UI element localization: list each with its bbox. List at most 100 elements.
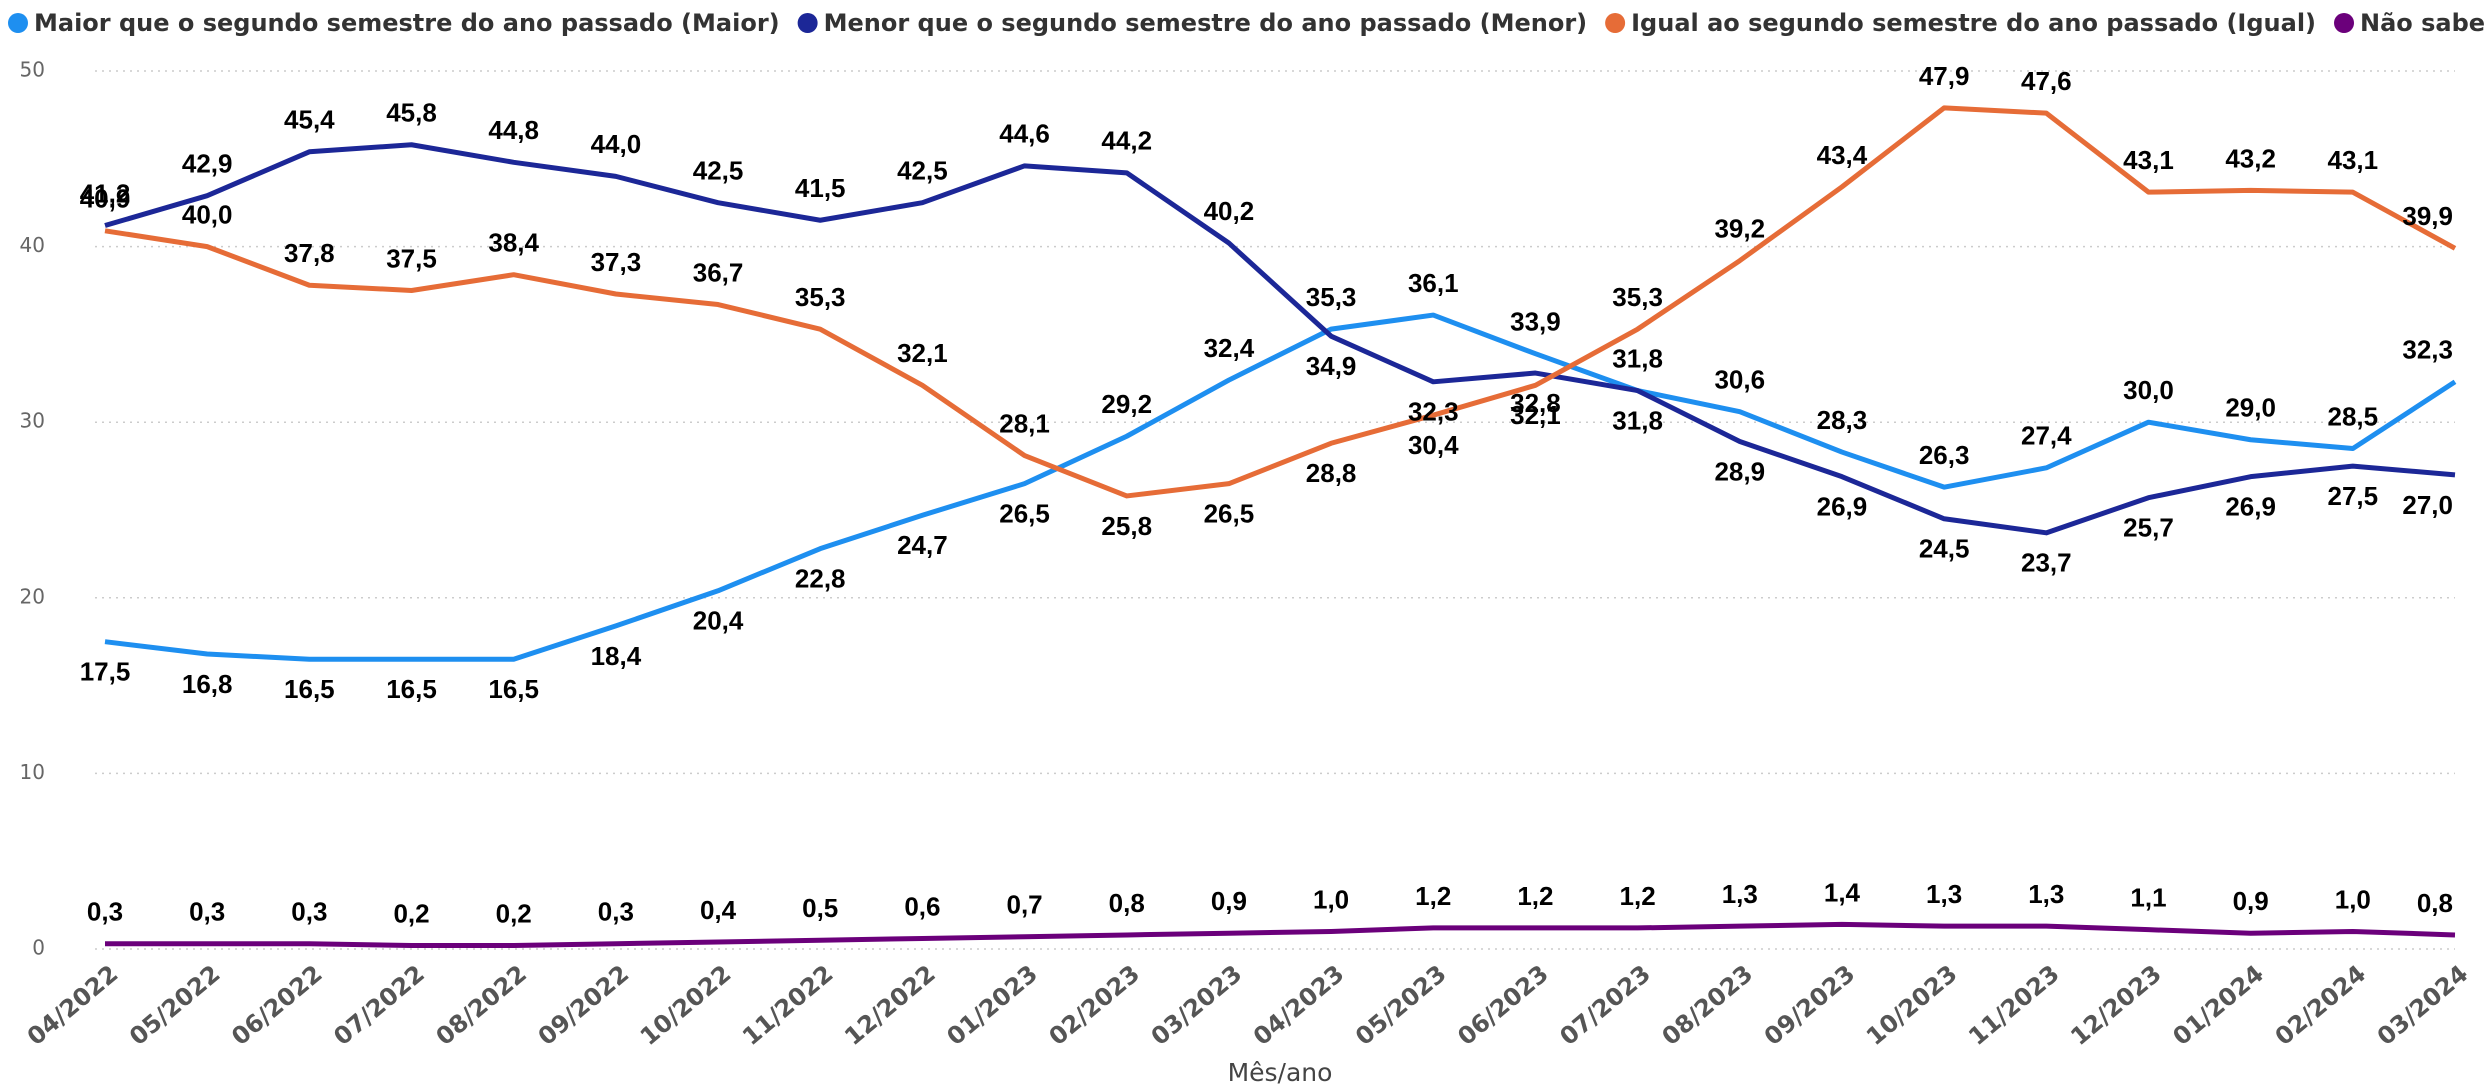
data-label: 0,3 [598, 897, 634, 927]
data-label: 41,2 [80, 178, 131, 208]
data-label: 16,5 [284, 674, 335, 704]
data-label: 0,6 [904, 891, 940, 921]
x-tick-label: 09/2023 [1759, 960, 1860, 1051]
legend-label: Não sabe / Não respondeu [2360, 9, 2485, 37]
data-label: 47,9 [1919, 61, 1970, 91]
data-label: 0,8 [2417, 888, 2453, 918]
data-label: 37,3 [591, 247, 642, 277]
x-tick-label: 01/2023 [941, 960, 1042, 1051]
legend-marker [2334, 13, 2355, 33]
data-label: 28,1 [999, 408, 1050, 438]
data-label: 0,9 [2233, 886, 2269, 916]
data-label: 0,9 [1211, 886, 1247, 916]
data-label: 30,6 [1714, 365, 1765, 395]
legend-label: Maior que o segundo semestre do ano pass… [34, 9, 780, 37]
y-tick-label: 10 [20, 760, 45, 784]
data-label: 33,9 [1510, 307, 1561, 337]
data-label: 32,4 [1204, 333, 1255, 363]
data-label: 32,3 [1408, 397, 1459, 427]
legend-label: Menor que o segundo semestre do ano pass… [824, 9, 1588, 37]
x-axis-title: Mês/ano [1228, 1058, 1333, 1087]
x-tick-label: 07/2023 [1554, 960, 1655, 1051]
x-tick-label: 08/2023 [1657, 960, 1758, 1051]
x-tick-label: 12/2022 [839, 960, 940, 1051]
x-tick-label: 11/2023 [1963, 960, 2064, 1051]
data-label: 16,5 [488, 674, 539, 704]
data-label: 44,0 [591, 129, 642, 159]
x-tick-label: 04/2022 [22, 960, 123, 1051]
data-label: 0,3 [189, 897, 225, 927]
data-label: 32,1 [897, 338, 948, 368]
data-label: 36,7 [693, 257, 744, 287]
data-label: 32,3 [2402, 335, 2453, 365]
data-label: 31,8 [1612, 405, 1663, 435]
data-label: 28,9 [1714, 456, 1765, 486]
data-label: 37,5 [386, 243, 437, 273]
data-label: 18,4 [591, 641, 642, 671]
data-label: 24,7 [897, 530, 948, 560]
y-tick-label: 50 [20, 58, 45, 82]
data-label: 1,0 [1313, 884, 1349, 914]
data-label: 17,5 [80, 657, 131, 687]
data-label: 0,3 [87, 897, 123, 927]
data-label: 28,3 [1817, 405, 1868, 435]
data-label: 40,2 [1204, 196, 1255, 226]
y-tick-label: 30 [20, 409, 45, 433]
data-label: 44,2 [1101, 126, 1152, 156]
data-label: 20,4 [693, 606, 744, 636]
y-tick-label: 40 [20, 233, 45, 257]
data-label: 1,3 [2028, 879, 2064, 909]
data-label: 29,2 [1101, 389, 1152, 419]
data-label: 30,0 [2123, 375, 2174, 405]
x-tick-label: 09/2022 [533, 960, 634, 1051]
x-tick-label: 07/2022 [328, 960, 429, 1051]
data-label: 42,5 [897, 156, 948, 186]
legend-label: Igual ao segundo semestre do ano passado… [1631, 9, 2316, 37]
data-label: 1,0 [2335, 884, 2371, 914]
data-label: 44,8 [488, 115, 539, 145]
data-label: 0,2 [393, 898, 429, 928]
x-tick-label: 01/2024 [2168, 960, 2269, 1051]
x-tick-label: 06/2023 [1452, 960, 1553, 1051]
data-label: 16,8 [182, 669, 233, 699]
data-label: 1,1 [2130, 883, 2166, 913]
legend-marker [1605, 13, 1626, 33]
data-label: 1,2 [1517, 881, 1553, 911]
data-label: 0,2 [496, 898, 532, 928]
data-label: 16,5 [386, 674, 437, 704]
data-label: 36,1 [1408, 268, 1459, 298]
series-line [104, 312, 2457, 662]
series-line [104, 105, 2457, 499]
data-label: 32,1 [1510, 400, 1561, 430]
x-tick-label: 04/2023 [1248, 960, 1349, 1051]
data-label: 0,8 [1109, 888, 1145, 918]
data-label: 0,5 [802, 893, 838, 923]
data-label: 35,3 [795, 282, 846, 312]
data-label: 37,8 [284, 238, 335, 268]
data-label: 42,9 [182, 149, 233, 179]
data-label: 0,3 [291, 897, 327, 927]
x-tick-label: 11/2022 [737, 960, 838, 1051]
data-label: 40,9 [80, 184, 131, 214]
x-tick-label: 03/2024 [2372, 960, 2473, 1051]
x-tick-label: 02/2024 [2270, 960, 2371, 1051]
data-label: 0,4 [700, 895, 737, 925]
x-tick-label: 05/2022 [124, 960, 225, 1051]
data-label: 26,5 [999, 499, 1050, 529]
x-tick-label: 10/2023 [1861, 960, 1962, 1051]
data-label: 38,4 [488, 228, 539, 258]
x-tick-label: 03/2023 [1146, 960, 1247, 1051]
data-label: 22,8 [795, 564, 846, 594]
data-label: 43,4 [1817, 140, 1868, 170]
data-label: 41,5 [795, 173, 846, 203]
x-tick-label: 08/2022 [431, 960, 532, 1051]
series-line [105, 921, 2456, 948]
x-tick-label: 12/2023 [2065, 960, 2166, 1051]
data-label: 43,1 [2123, 145, 2174, 175]
data-label: 24,5 [1919, 534, 1970, 564]
data-label: 0,7 [1006, 890, 1042, 920]
data-label: 28,5 [2328, 401, 2379, 431]
data-label: 26,3 [1919, 440, 1970, 470]
data-label: 34,9 [1306, 351, 1357, 381]
